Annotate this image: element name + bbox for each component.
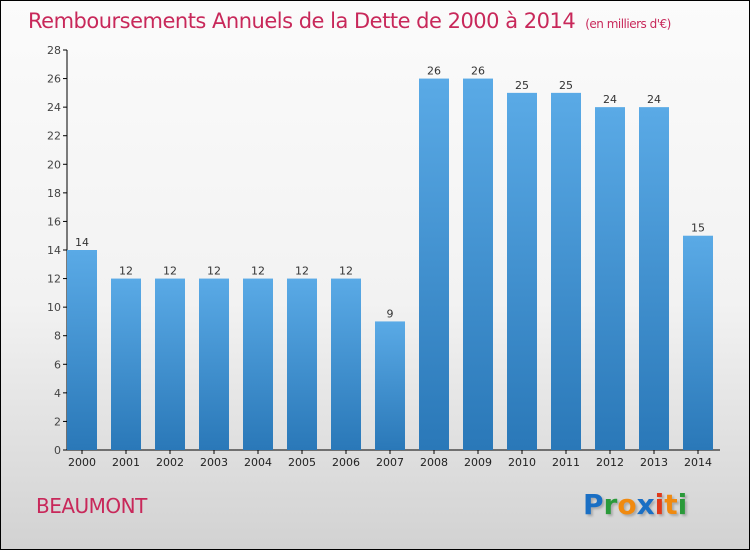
y-tick-label: 12 xyxy=(47,273,61,286)
y-tick-label: 26 xyxy=(47,73,61,86)
y-tick-label: 28 xyxy=(47,44,61,57)
y-tick-label: 0 xyxy=(54,444,61,457)
data-label: 24 xyxy=(603,93,617,106)
data-label: 25 xyxy=(515,79,529,92)
bar-2002 xyxy=(155,278,185,450)
data-label: 26 xyxy=(471,65,485,78)
bar-2009 xyxy=(463,78,493,451)
data-label: 12 xyxy=(295,265,309,278)
x-tick-label: 2013 xyxy=(640,456,668,469)
data-label: 25 xyxy=(559,79,573,92)
y-tick-label: 20 xyxy=(47,158,61,171)
y-tick-label: 16 xyxy=(47,215,61,228)
data-label: 12 xyxy=(251,265,265,278)
data-label: 9 xyxy=(387,307,394,320)
x-tick-label: 2011 xyxy=(552,456,580,469)
data-label: 14 xyxy=(75,236,89,249)
y-tick-label: 24 xyxy=(47,101,61,114)
bar-2011 xyxy=(551,92,581,450)
bar-2005 xyxy=(287,278,317,450)
logo-letter: x xyxy=(636,488,655,521)
bar-2012 xyxy=(595,107,625,451)
bar-2013 xyxy=(639,107,669,451)
bar-2000 xyxy=(67,250,97,450)
y-tick-label: 18 xyxy=(47,187,61,200)
chart-subtitle: (en milliers d'€) xyxy=(585,17,671,31)
data-label: 26 xyxy=(427,65,441,78)
data-label: 15 xyxy=(691,222,705,235)
y-tick-label: 10 xyxy=(47,301,61,314)
logo-letter: i xyxy=(677,488,688,521)
bar-2007 xyxy=(375,321,405,450)
x-tick-label: 2010 xyxy=(508,456,536,469)
x-tick-label: 2009 xyxy=(464,456,492,469)
y-tick-label: 8 xyxy=(54,330,61,343)
proxiti-logo: Proxiti xyxy=(583,488,687,521)
y-tick-label: 14 xyxy=(47,244,61,257)
logo-letter: o xyxy=(617,488,637,521)
x-tick-label: 2006 xyxy=(332,456,360,469)
location-label: BEAUMONT xyxy=(36,494,147,518)
x-tick-label: 2001 xyxy=(112,456,140,469)
bar-2004 xyxy=(243,278,273,450)
x-tick-label: 2003 xyxy=(200,456,228,469)
logo-letter: t xyxy=(664,488,678,521)
data-label: 12 xyxy=(119,265,133,278)
x-tick-label: 2000 xyxy=(68,456,96,469)
bar-2006 xyxy=(331,278,361,450)
x-tick-label: 2014 xyxy=(684,456,712,469)
chart-title: Remboursements Annuels de la Dette de 20… xyxy=(28,9,671,33)
data-label: 12 xyxy=(163,265,177,278)
logo-letter: P xyxy=(583,488,604,521)
bar-2001 xyxy=(111,278,141,450)
data-label: 24 xyxy=(647,93,661,106)
bar-2010 xyxy=(507,92,537,450)
bar-2014 xyxy=(683,235,713,450)
bar-2003 xyxy=(199,278,229,450)
title-text: Remboursements Annuels de la Dette de 20… xyxy=(28,9,576,33)
x-tick-label: 2008 xyxy=(420,456,448,469)
y-tick-label: 22 xyxy=(47,130,61,143)
data-label: 12 xyxy=(207,265,221,278)
logo-letter: i xyxy=(654,488,665,521)
x-tick-label: 2004 xyxy=(244,456,272,469)
logo-letter: r xyxy=(603,488,618,521)
x-tick-label: 2012 xyxy=(596,456,624,469)
bar-2008 xyxy=(419,78,449,451)
y-tick-label: 2 xyxy=(54,415,61,428)
x-tick-label: 2007 xyxy=(376,456,404,469)
x-tick-label: 2002 xyxy=(156,456,184,469)
x-tick-label: 2005 xyxy=(288,456,316,469)
y-tick-label: 6 xyxy=(54,358,61,371)
y-tick-label: 4 xyxy=(54,387,61,400)
data-label: 12 xyxy=(339,265,353,278)
